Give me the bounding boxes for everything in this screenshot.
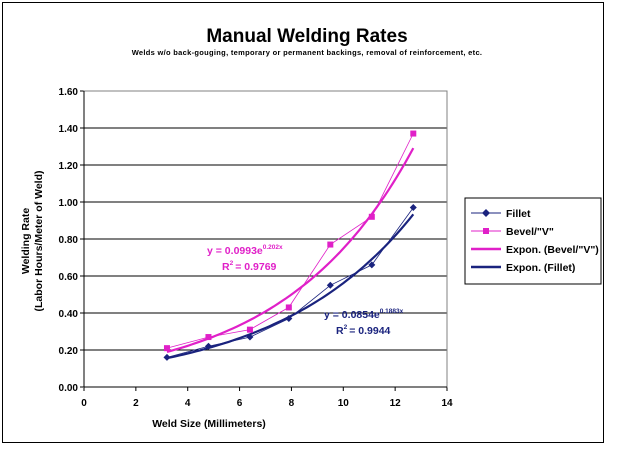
- y-tick-label: 0.20: [59, 346, 79, 357]
- fillet-equation-exponent: 0.1883x: [380, 308, 404, 315]
- fillet-equation-prefix: y = 0.0854e: [324, 309, 380, 321]
- svg-text:R2= 0.9769: R2 = 0.9769: [222, 260, 277, 273]
- x-tick-label: 0: [81, 398, 87, 409]
- legend-label-bevel: Bevel/"V": [506, 226, 554, 238]
- x-tick-label: 14: [441, 398, 453, 409]
- x-tick-label: 6: [237, 398, 243, 409]
- data-point-fillet: [204, 342, 212, 350]
- x-tick-label: 2: [133, 398, 139, 409]
- axes: [83, 91, 447, 388]
- data-point-fillet: [163, 353, 171, 361]
- legend-label-expon-bevel: Expon. (Bevel/"V"): [506, 244, 599, 256]
- data-point-fillet: [285, 315, 293, 323]
- data-point-bevel: [327, 241, 334, 248]
- legend-swatch-bevel-marker: [483, 228, 489, 234]
- bevel-r2-label: R: [222, 261, 230, 273]
- fillet-equation-label: y = 0.0854e0.1883x R2 = 0.9944: [324, 308, 404, 337]
- legend-swatch-fillet-marker: [482, 209, 490, 217]
- y-tick-label: 1.20: [59, 161, 79, 172]
- series-lines: [166, 133, 414, 358]
- svg-text:y = 0.0993e0.202x: y = 0.0993e0.202x: [207, 244, 283, 257]
- chart-subtitle: Welds w/o back-gouging, temporary or per…: [132, 48, 483, 57]
- bevel-equation-label: y = 0.0993e0.202x R2 = 0.9769: [207, 244, 283, 273]
- x-tick-label: 10: [338, 398, 350, 409]
- y-tick-label: 0.80: [59, 235, 79, 246]
- y-axis-label-line1: Welding Rate: [20, 208, 32, 274]
- bevel-equation-exponent: 0.202x: [263, 244, 283, 251]
- y-tick-label: 0.00: [59, 383, 79, 394]
- x-tick-label: 4: [185, 398, 191, 409]
- legend-item-fillet: Fillet: [471, 208, 531, 220]
- y-tick-label: 0.60: [59, 272, 79, 283]
- data-markers: [163, 130, 417, 361]
- y-tick-labels: 0.00 0.20 0.40 0.60 0.80 1.00 1.20 1.40 1.60: [59, 87, 79, 394]
- y-axis-label-line2: (Labor Hours/Meter of Weld): [33, 171, 45, 312]
- grid-lines: [80, 90, 448, 391]
- legend-item-expon-fillet: Expon. (Fillet): [471, 262, 575, 274]
- data-point-fillet: [246, 333, 254, 341]
- data-point-bevel: [285, 304, 292, 311]
- legend-item-expon-bevel: Expon. (Bevel/"V"): [471, 244, 599, 256]
- x-tick-label: 12: [390, 398, 402, 409]
- x-axis-label: Weld Size (Millimeters): [152, 418, 266, 430]
- y-tick-label: 1.60: [59, 87, 79, 98]
- y-tick-label: 1.40: [59, 124, 79, 135]
- legend-label-fillet: Fillet: [506, 208, 531, 220]
- svg-text:R2= 0.9944: R2 = 0.9944: [336, 324, 391, 337]
- bevel-r2-value: = 0.9769: [235, 261, 276, 273]
- fillet-r2-sup: 2: [344, 324, 348, 331]
- data-point-fillet: [326, 281, 334, 289]
- bevel-equation-prefix: y = 0.0993e: [207, 245, 263, 257]
- chart-frame: Manual Welding Rates Welds w/o back-goug…: [2, 2, 604, 443]
- chart-svg: Manual Welding Rates Welds w/o back-goug…: [20, 26, 602, 430]
- legend-label-expon-fillet: Expon. (Fillet): [506, 262, 575, 274]
- data-point-bevel: [246, 326, 253, 333]
- data-point-fillet: [368, 261, 376, 269]
- legend-item-bevel: Bevel/"V": [471, 226, 554, 238]
- data-point-bevel: [163, 345, 170, 352]
- y-tick-label: 1.00: [59, 198, 79, 209]
- fillet-r2-label: R: [336, 325, 344, 337]
- fillet-r2-value: = 0.9944: [349, 325, 390, 337]
- data-point-bevel: [410, 130, 417, 137]
- data-point-fillet: [409, 204, 417, 212]
- data-point-bevel: [368, 213, 375, 220]
- svg-text:y = 0.0854e0.1883x: y = 0.0854e0.1883x: [324, 308, 404, 321]
- legend: Fillet Bevel/"V" Expon. (Bevel/"V") Expo…: [464, 197, 602, 285]
- bevel-r2-sup: 2: [230, 260, 234, 267]
- chart-title: Manual Welding Rates: [206, 26, 407, 47]
- trendline-bevel: [166, 147, 415, 353]
- data-point-bevel: [205, 334, 212, 341]
- x-tick-labels: 0 2 4 6 8 10 12 14: [81, 398, 453, 409]
- x-tick-label: 8: [289, 398, 295, 409]
- y-tick-label: 0.40: [59, 309, 79, 320]
